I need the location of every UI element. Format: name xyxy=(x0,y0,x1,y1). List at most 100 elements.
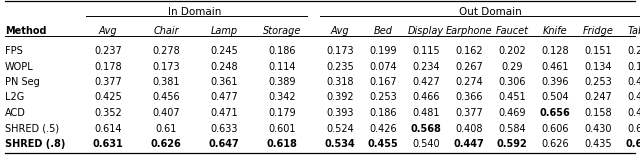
Text: Method: Method xyxy=(5,26,47,36)
Text: 0.430: 0.430 xyxy=(584,124,612,133)
Text: Bed: Bed xyxy=(374,26,392,36)
Text: 0.435: 0.435 xyxy=(584,139,612,149)
Text: 0.151: 0.151 xyxy=(584,46,612,56)
Text: In Domain: In Domain xyxy=(168,7,221,17)
Text: 0.377: 0.377 xyxy=(94,77,122,87)
Text: 0.393: 0.393 xyxy=(326,108,354,118)
Text: 0.186: 0.186 xyxy=(268,46,296,56)
Text: Avg: Avg xyxy=(331,26,349,36)
Text: 0.568: 0.568 xyxy=(411,124,442,133)
Text: 0.352: 0.352 xyxy=(94,108,122,118)
Text: 0.318: 0.318 xyxy=(326,77,354,87)
Text: 0.247: 0.247 xyxy=(584,93,612,102)
Text: 0.361: 0.361 xyxy=(211,77,237,87)
Text: 0.396: 0.396 xyxy=(541,77,569,87)
Text: 0.255: 0.255 xyxy=(627,46,640,56)
Text: 0.158: 0.158 xyxy=(584,108,612,118)
Text: 0.179: 0.179 xyxy=(268,108,296,118)
Text: 0.425: 0.425 xyxy=(94,93,122,102)
Text: 0.248: 0.248 xyxy=(210,62,238,71)
Text: 0.274: 0.274 xyxy=(455,77,483,87)
Text: Storage: Storage xyxy=(263,26,301,36)
Text: Chair: Chair xyxy=(153,26,179,36)
Text: PN Seg: PN Seg xyxy=(5,77,40,87)
Text: 0.199: 0.199 xyxy=(369,46,397,56)
Text: Out Domain: Out Domain xyxy=(459,7,522,17)
Text: 0.074: 0.074 xyxy=(369,62,397,71)
Text: Knife: Knife xyxy=(543,26,567,36)
Text: 0.181: 0.181 xyxy=(627,62,640,71)
Text: 0.425: 0.425 xyxy=(627,108,640,118)
Text: 0.253: 0.253 xyxy=(369,93,397,102)
Text: 0.237: 0.237 xyxy=(94,46,122,56)
Text: 0.128: 0.128 xyxy=(541,46,569,56)
Text: 0.504: 0.504 xyxy=(541,93,569,102)
Text: 0.469: 0.469 xyxy=(499,108,525,118)
Text: 0.407: 0.407 xyxy=(152,108,180,118)
Text: Display: Display xyxy=(408,26,444,36)
Text: 0.342: 0.342 xyxy=(268,93,296,102)
Text: 0.584: 0.584 xyxy=(498,124,526,133)
Text: 0.631: 0.631 xyxy=(93,139,124,149)
Text: 0.534: 0.534 xyxy=(324,139,355,149)
Text: 0.392: 0.392 xyxy=(326,93,354,102)
Text: 0.614: 0.614 xyxy=(94,124,122,133)
Text: Table: Table xyxy=(628,26,640,36)
Text: SHRED (.8): SHRED (.8) xyxy=(5,139,65,149)
Text: 0.455: 0.455 xyxy=(627,93,640,102)
Text: 0.461: 0.461 xyxy=(541,62,569,71)
Text: 0.455: 0.455 xyxy=(367,139,398,149)
Text: 0.471: 0.471 xyxy=(210,108,238,118)
Text: FPS: FPS xyxy=(5,46,23,56)
Text: 0.234: 0.234 xyxy=(412,62,440,71)
Text: 0.477: 0.477 xyxy=(210,93,238,102)
Text: 0.245: 0.245 xyxy=(210,46,238,56)
Text: 0.481: 0.481 xyxy=(412,108,440,118)
Text: 0.456: 0.456 xyxy=(152,93,180,102)
Text: 0.377: 0.377 xyxy=(455,108,483,118)
Text: 0.115: 0.115 xyxy=(412,46,440,56)
Text: 0.202: 0.202 xyxy=(498,46,526,56)
Text: 0.167: 0.167 xyxy=(369,77,397,87)
Text: 0.162: 0.162 xyxy=(455,46,483,56)
Text: 0.178: 0.178 xyxy=(94,62,122,71)
Text: 0.389: 0.389 xyxy=(268,77,296,87)
Text: 0.408: 0.408 xyxy=(455,124,483,133)
Text: 0.61: 0.61 xyxy=(156,124,177,133)
Text: 0.186: 0.186 xyxy=(369,108,397,118)
Text: Avg: Avg xyxy=(99,26,117,36)
Text: 0.645: 0.645 xyxy=(626,139,640,149)
Text: 0.647: 0.647 xyxy=(209,139,239,149)
Text: 0.278: 0.278 xyxy=(152,46,180,56)
Text: L2G: L2G xyxy=(5,93,24,102)
Text: 0.633: 0.633 xyxy=(211,124,237,133)
Text: 0.381: 0.381 xyxy=(152,77,180,87)
Text: SHRED (.5): SHRED (.5) xyxy=(5,124,59,133)
Text: 0.114: 0.114 xyxy=(268,62,296,71)
Text: Lamp: Lamp xyxy=(211,26,237,36)
Text: 0.235: 0.235 xyxy=(326,62,354,71)
Text: 0.626: 0.626 xyxy=(150,139,181,149)
Text: 0.618: 0.618 xyxy=(267,139,298,149)
Text: Fridge: Fridge xyxy=(582,26,613,36)
Text: 0.626: 0.626 xyxy=(541,139,569,149)
Text: 0.427: 0.427 xyxy=(412,77,440,87)
Text: 0.656: 0.656 xyxy=(540,108,570,118)
Text: ACD: ACD xyxy=(5,108,26,118)
Text: 0.134: 0.134 xyxy=(584,62,612,71)
Text: 0.29: 0.29 xyxy=(501,62,523,71)
Text: 0.306: 0.306 xyxy=(499,77,525,87)
Text: 0.173: 0.173 xyxy=(326,46,354,56)
Text: 0.592: 0.592 xyxy=(497,139,527,149)
Text: 0.601: 0.601 xyxy=(268,124,296,133)
Text: 0.540: 0.540 xyxy=(412,139,440,149)
Text: 0.267: 0.267 xyxy=(455,62,483,71)
Text: 0.451: 0.451 xyxy=(498,93,526,102)
Text: 0.426: 0.426 xyxy=(369,124,397,133)
Text: 0.524: 0.524 xyxy=(326,124,354,133)
Text: 0.466: 0.466 xyxy=(412,93,440,102)
Text: 0.644: 0.644 xyxy=(627,124,640,133)
Text: WOPL: WOPL xyxy=(5,62,34,71)
Text: 0.606: 0.606 xyxy=(541,124,569,133)
Text: Earphone: Earphone xyxy=(445,26,492,36)
